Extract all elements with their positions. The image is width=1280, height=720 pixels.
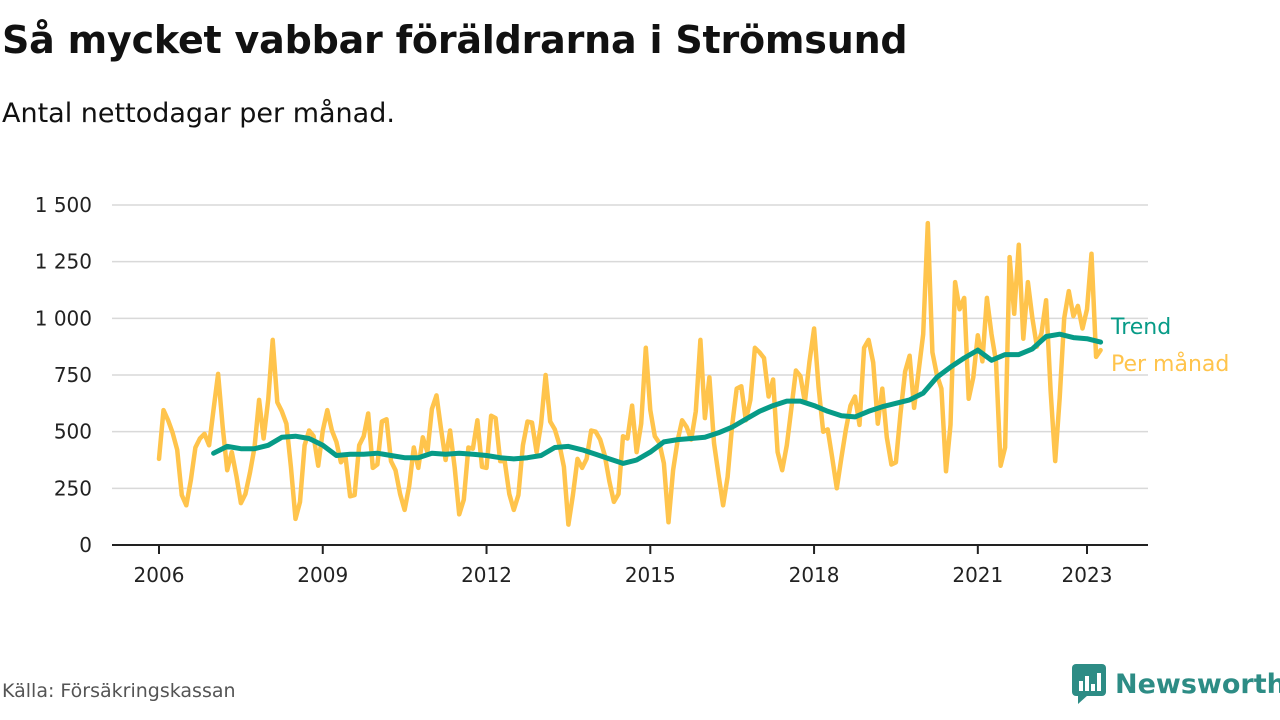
bar-chart-speech-bubble-icon — [1072, 664, 1106, 704]
y-tick-label: 500 — [54, 420, 92, 444]
chart-title: Så mycket vabbar föräldrarna i Strömsund — [2, 18, 908, 62]
legend-label-per-manad: Per månad — [1111, 351, 1229, 377]
y-tick-label: 1 250 — [35, 250, 92, 274]
trend-series-line — [211, 331, 1104, 466]
legend-label-trend: Trend — [1110, 315, 1171, 340]
monthly-series-line — [156, 220, 1103, 527]
x-tick-label: 2006 — [134, 563, 185, 587]
legend: Trend Per månad — [1110, 315, 1229, 377]
y-tick-label: 1 500 — [35, 193, 92, 217]
x-tick-label: 2012 — [461, 563, 512, 587]
data-series — [156, 220, 1104, 527]
y-axis-tick-labels: 0 250 500 750 1 000 1 250 1 500 — [35, 193, 92, 557]
x-tick-label: 2021 — [952, 563, 1003, 587]
chart-subtitle: Antal nettodagar per månad. — [2, 98, 395, 129]
y-tick-label: 750 — [54, 363, 92, 387]
y-tick-label: 250 — [54, 476, 92, 500]
y-tick-label: 0 — [79, 533, 92, 557]
x-axis: 2006 2009 2012 2015 2018 2021 2023 — [112, 544, 1148, 587]
x-tick-label: 2018 — [789, 563, 840, 587]
x-tick-label: 2015 — [625, 563, 676, 587]
x-tick-label: 2023 — [1062, 563, 1113, 587]
x-tick-label: 2009 — [297, 563, 348, 587]
source-note: Källa: Försäkringskassan — [2, 680, 236, 702]
brand-name: Newsworthy — [1115, 668, 1280, 700]
brand-footer: Newsworthy — [1072, 664, 1280, 704]
y-tick-label: 1 000 — [35, 306, 92, 330]
